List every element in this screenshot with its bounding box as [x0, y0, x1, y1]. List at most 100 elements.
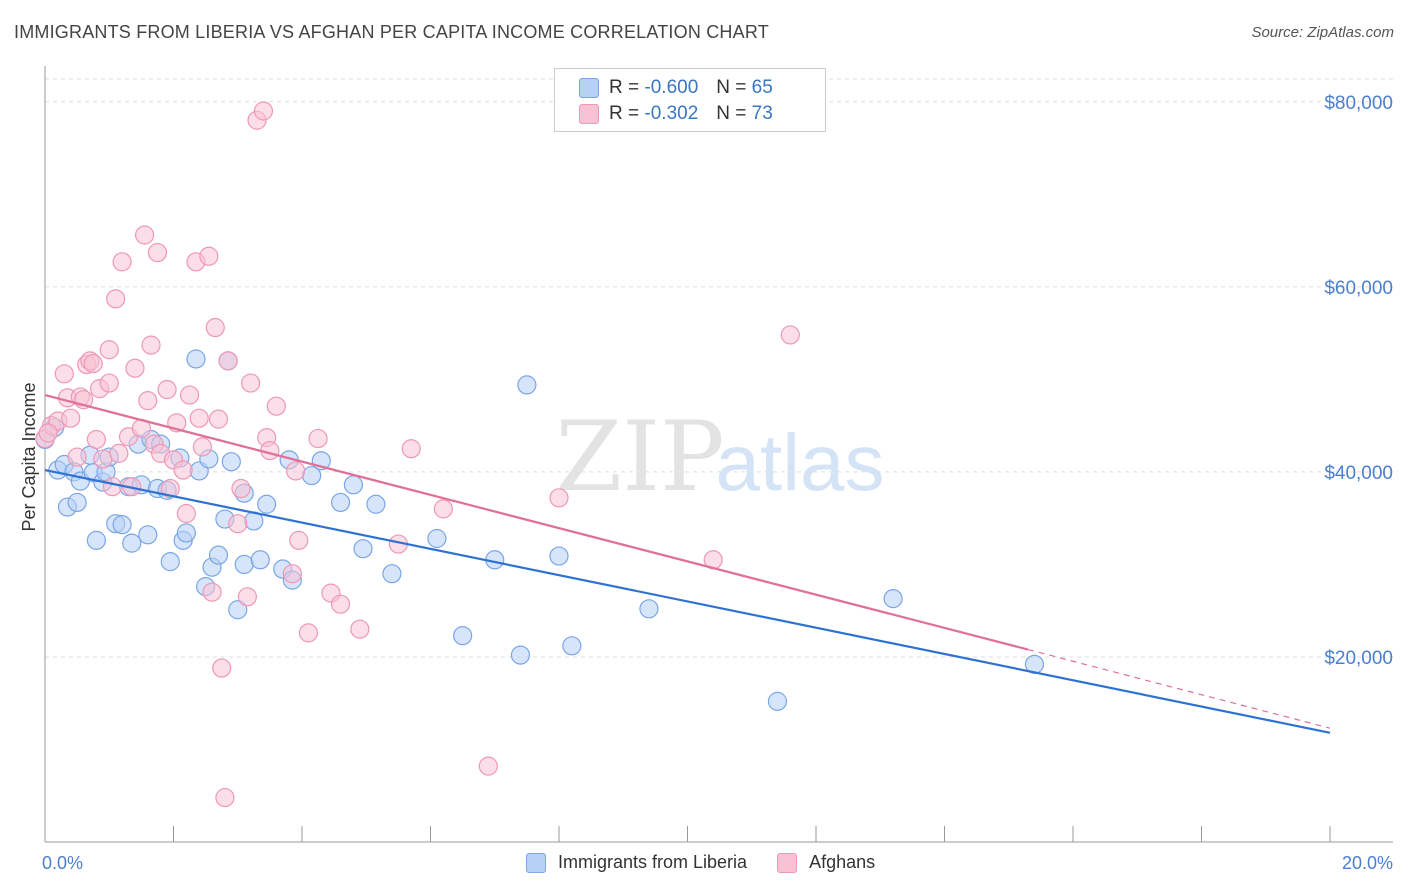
afghan-point [218, 351, 238, 371]
afghan-point [67, 447, 87, 467]
svg-text:ZIP: ZIP [555, 401, 724, 513]
afghan-point [93, 449, 113, 469]
liberia-point [767, 691, 788, 711]
afghan-point [282, 564, 302, 584]
legend-item-liberia: Immigrants from Liberia [526, 852, 747, 873]
liberia-point [186, 349, 206, 369]
liberia-point [208, 545, 229, 565]
svg-text:atlas: atlas [716, 418, 885, 507]
afghan-point [106, 289, 126, 309]
afghan-point [266, 396, 286, 416]
afghan-point [205, 317, 225, 338]
legend-r-label: R = [609, 103, 640, 124]
liberia-point [510, 645, 531, 665]
afghan-point [350, 619, 370, 639]
legend-row-liberia: R = -0.600 N = 65 [579, 75, 773, 101]
liberia-point [112, 515, 132, 535]
trend-lines [44, 394, 1331, 734]
legend-r-value: -0.302 [644, 103, 699, 124]
afghan-point [208, 409, 229, 429]
afghan-point [433, 499, 453, 519]
liberia-point [343, 475, 363, 495]
liberia-point [427, 528, 447, 549]
afghan-point [202, 582, 222, 602]
liberia-point [138, 525, 158, 545]
liberia-point [883, 589, 903, 609]
afghan-point [549, 488, 569, 508]
legend-r-value: -0.600 [644, 77, 699, 98]
afghan-point [125, 358, 145, 378]
afghan-point [99, 373, 119, 393]
y-tick-label: $40,000 [1324, 463, 1393, 484]
afghan-point [109, 443, 129, 463]
legend-n-value: 65 [751, 77, 773, 98]
afghan-point [138, 391, 158, 411]
liberia-point [330, 492, 351, 513]
liberia-point [176, 523, 196, 543]
tick-labels: $20,000 $40,000 $60,000 $80,000 0.0% 20.0% [42, 93, 1393, 873]
afghan-trend-line [44, 394, 1029, 651]
liberia-point [257, 494, 277, 514]
afghan-point [215, 787, 235, 808]
liberia-point [517, 375, 537, 395]
afghan-point [179, 385, 200, 405]
series-legend: Immigrants from Liberia Afghans [526, 852, 905, 873]
series-afghan-points [35, 101, 800, 808]
y-tick-label: $20,000 [1324, 648, 1393, 669]
afghan-point [780, 325, 800, 345]
afghan-point [173, 460, 193, 480]
afghan-point [189, 408, 209, 428]
afghan-point [228, 514, 248, 534]
legend-label-afghan: Afghans [809, 852, 876, 872]
afghan-swatch [579, 104, 599, 124]
liberia-point [366, 494, 386, 514]
legend-row-afghan: R = -0.302 N = 73 [579, 101, 773, 127]
afghan-point [237, 587, 257, 607]
source-label: Source: ZipAtlas.com [1251, 24, 1394, 41]
liberia-point [221, 452, 241, 472]
afghan-point [212, 658, 232, 678]
legend-n-label: N = [716, 103, 747, 124]
afghan-point [86, 429, 107, 450]
legend-n-label: N = [716, 77, 747, 98]
liberia-point [122, 533, 142, 553]
liberia-point [353, 539, 373, 559]
axes [44, 66, 1393, 843]
liberia-point [250, 550, 270, 570]
afghan-point [401, 439, 421, 459]
liberia-trend-line [44, 468, 1331, 734]
afghan-point [285, 461, 306, 481]
y-tick-label: $80,000 [1324, 93, 1393, 114]
afghan-point [61, 408, 81, 428]
liberia-point [86, 530, 107, 550]
y-axis-label: Per Capita Income [19, 382, 39, 531]
afghan-point [99, 340, 119, 360]
afghan-point [134, 225, 155, 245]
afghan-point [38, 423, 58, 443]
liberia-point [453, 626, 473, 646]
liberia-point [549, 546, 569, 566]
afghan-point [231, 478, 251, 499]
afghan-point [298, 623, 319, 643]
afghan-point [54, 364, 74, 384]
zipatlas-watermark: ZIP atlas [555, 401, 884, 513]
afghan-point [330, 594, 351, 614]
liberia-point [67, 492, 87, 513]
liberia-point [234, 554, 254, 575]
afghan-point [192, 437, 213, 457]
afghan-point [289, 530, 309, 550]
afghan-point [157, 379, 177, 400]
liberia-point [562, 636, 582, 656]
y-tick-label: $60,000 [1324, 278, 1393, 299]
afghan-point [160, 478, 180, 499]
x-tick-label: 0.0% [42, 853, 83, 873]
liberia-swatch [579, 78, 599, 98]
afghan-point [83, 354, 103, 374]
liberia-point [382, 564, 402, 584]
legend-r-label: R = [609, 77, 640, 98]
afghan-point [112, 252, 132, 272]
afghan-legend-swatch [777, 852, 798, 873]
afghan-point [176, 503, 196, 524]
chart-title: IMMIGRANTS FROM LIBERIA VS AFGHAN PER CA… [14, 22, 769, 42]
